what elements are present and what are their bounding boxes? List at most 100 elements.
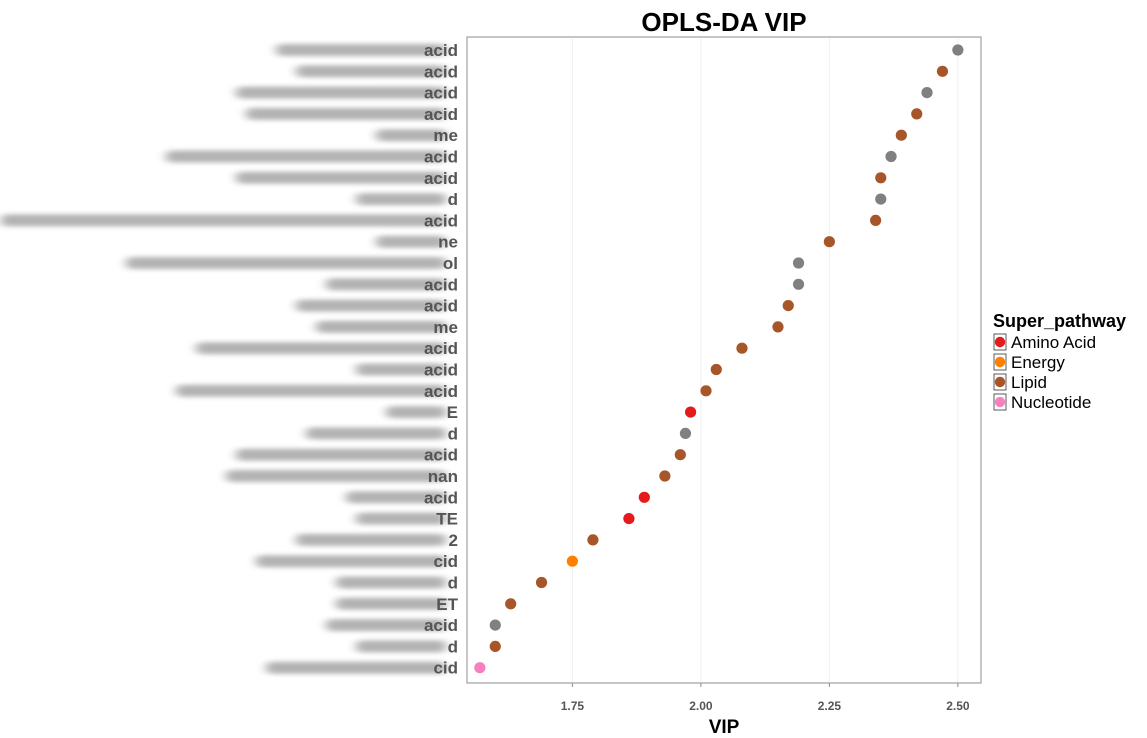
x-tick-label: 2.50: [946, 699, 970, 713]
data-point: [587, 534, 599, 546]
label-redaction-blur: [316, 320, 446, 333]
y-category-label: acid: [424, 41, 458, 60]
y-category-label: acid: [424, 105, 458, 124]
label-redaction-blur: [336, 576, 446, 589]
y-category-label: E: [447, 403, 458, 422]
y-category-label: TE: [436, 510, 458, 529]
data-points: [474, 44, 964, 674]
data-point: [474, 662, 486, 674]
x-tick-label: 2.00: [689, 699, 713, 713]
data-point: [566, 555, 578, 567]
grid-lines: [571, 38, 959, 682]
y-category-label: acid: [424, 361, 458, 380]
legend-entry-label: Nucleotide: [1011, 393, 1091, 412]
y-category-label: nan: [428, 467, 458, 486]
label-redaction-blur: [236, 171, 446, 184]
y-category-label: d: [448, 574, 458, 593]
y-category-label: d: [448, 424, 458, 443]
y-category-label: me: [433, 318, 458, 337]
y-category-label: acid: [424, 84, 458, 103]
label-redaction-blur: [296, 299, 446, 312]
label-redaction-blur: [296, 533, 446, 546]
plot-panel: [466, 36, 982, 684]
y-category-label: acid: [424, 275, 458, 294]
data-point: [623, 513, 635, 525]
label-redaction-blur: [166, 150, 446, 163]
data-point: [535, 576, 548, 589]
label-redaction-blur: [176, 384, 446, 397]
data-point: [895, 129, 907, 141]
label-redaction-blur: [246, 107, 446, 120]
label-redaction-blur: [386, 406, 446, 419]
y-axis-labels: acid acid acid acid me acid acid d acid ne ol acid a…: [424, 41, 459, 678]
y-category-label: acid: [424, 169, 458, 188]
legend: Super_pathway Amino AcidEnergyLipidNucle…: [993, 311, 1126, 412]
data-point: [870, 214, 882, 226]
label-redaction-blur: [126, 257, 446, 269]
label-redaction-blur: [376, 129, 446, 142]
x-axis-title: VIP: [709, 717, 740, 738]
data-point: [659, 470, 671, 482]
legend-entry-label: Energy: [1011, 353, 1065, 372]
data-point: [674, 449, 686, 461]
y-category-label: acid: [424, 446, 458, 465]
data-point: [792, 278, 805, 290]
y-category-label: d: [448, 637, 458, 656]
y-category-label: acid: [424, 148, 458, 167]
y-category-label: cid: [433, 659, 458, 678]
data-point: [875, 193, 887, 205]
data-point: [489, 619, 501, 631]
y-category-label: me: [433, 126, 458, 145]
data-point: [684, 406, 697, 418]
label-redaction-blur: [306, 427, 446, 440]
label-redaction-blur: [326, 278, 446, 291]
y-category-label: acid: [424, 339, 458, 358]
label-redaction-blur: [346, 491, 446, 504]
label-redaction-blur: [196, 342, 446, 355]
y-category-label: ET: [436, 595, 458, 614]
label-redaction-blur: [276, 44, 446, 56]
y-category-label: acid: [424, 62, 458, 81]
label-redaction-blur: [296, 65, 446, 78]
y-category-label: acid: [424, 382, 458, 401]
data-point: [936, 65, 949, 77]
data-point: [921, 87, 933, 99]
data-point: [772, 321, 784, 333]
label-redaction-blur: [326, 619, 446, 632]
legend-entry-label: Lipid: [1011, 373, 1047, 392]
y-category-label: 2: [449, 531, 458, 550]
y-category-label: cid: [433, 552, 458, 571]
x-tick-label: 1.75: [561, 699, 585, 713]
y-category-label: ne: [438, 233, 458, 252]
data-point: [736, 342, 748, 354]
data-point: [638, 491, 650, 503]
x-axis-ticks: 1.75 2.00 2.25 2.50: [561, 683, 970, 713]
data-point: [792, 257, 805, 269]
y-category-label: acid: [424, 297, 458, 316]
chart-title: OPLS-DA VIP: [641, 7, 806, 37]
label-redaction-blur: [356, 363, 446, 376]
legend-key-dot: [994, 396, 1006, 408]
y-category-label: acid: [424, 616, 458, 635]
label-redaction-blur: [236, 448, 446, 461]
legend-key-dot: [994, 376, 1006, 388]
legend-key-dot: [994, 356, 1006, 368]
data-point: [911, 108, 923, 120]
data-point: [710, 363, 722, 376]
label-redaction-blur: [356, 512, 446, 525]
redacted-label-blur: [1, 44, 446, 674]
y-category-label: ol: [443, 254, 458, 273]
y-category-label: d: [448, 190, 458, 209]
label-redaction-blur: [236, 86, 446, 99]
data-point: [489, 640, 501, 653]
y-category-label: acid: [424, 488, 458, 507]
y-category-label: acid: [424, 211, 458, 230]
label-redaction-blur: [356, 193, 446, 206]
label-redaction-blur: [336, 597, 446, 610]
data-point: [823, 236, 835, 248]
legend-title: Super_pathway: [993, 311, 1126, 331]
data-point: [952, 44, 964, 56]
legend-key-dot: [994, 336, 1006, 348]
label-redaction-blur: [256, 555, 446, 568]
